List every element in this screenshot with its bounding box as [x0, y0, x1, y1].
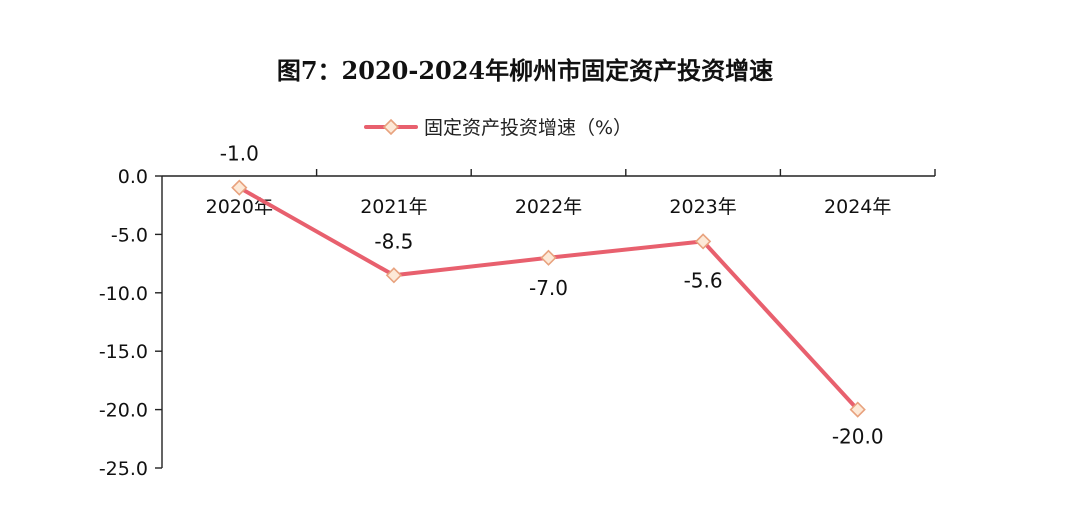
data-label: -5.6 [684, 268, 723, 292]
y-axis-ticks: 0.0 -5.0 -10.0 -15.0 -20.0 -25.0 [99, 166, 162, 480]
axes [161, 175, 935, 468]
y-tick-label: -10.0 [99, 283, 148, 305]
data-point [694, 233, 712, 250]
data-label: -20.0 [832, 425, 884, 449]
y-tick-label: 0.0 [118, 166, 148, 188]
chart-title: 图7：2020-2024年柳州市固定资产投资增速 [277, 56, 773, 85]
y-tick-label: -25.0 [99, 458, 148, 480]
x-tick-label: 2024年 [824, 196, 891, 218]
data-point [540, 249, 557, 266]
legend-marker-swatch [382, 118, 400, 136]
data-point [231, 179, 248, 196]
y-tick-label: -5.0 [111, 224, 148, 246]
x-tick-label: 2022年 [515, 196, 582, 218]
data-point [385, 267, 403, 284]
y-tick-label: -20.0 [99, 400, 148, 422]
data-label: -1.0 [220, 142, 259, 166]
legend-label: 固定资产投资增速（%） [424, 117, 632, 139]
x-axis-ticks: 2020年 2021年 2022年 2023年 2024年 [206, 169, 936, 218]
x-tick-label: 2021年 [360, 196, 427, 218]
x-tick-label: 2023年 [669, 196, 736, 218]
data-label: -7.0 [529, 276, 568, 300]
series-layer [231, 179, 866, 418]
y-tick-label: -15.0 [99, 341, 148, 363]
data-label: -8.5 [374, 229, 413, 253]
data-labels: -1.0 -8.5 -7.0 -5.6 -20.0 [220, 142, 884, 449]
x-tick-label: 2020年 [206, 196, 273, 218]
data-point [849, 401, 866, 418]
legend: 固定资产投资增速（%） [364, 117, 632, 139]
